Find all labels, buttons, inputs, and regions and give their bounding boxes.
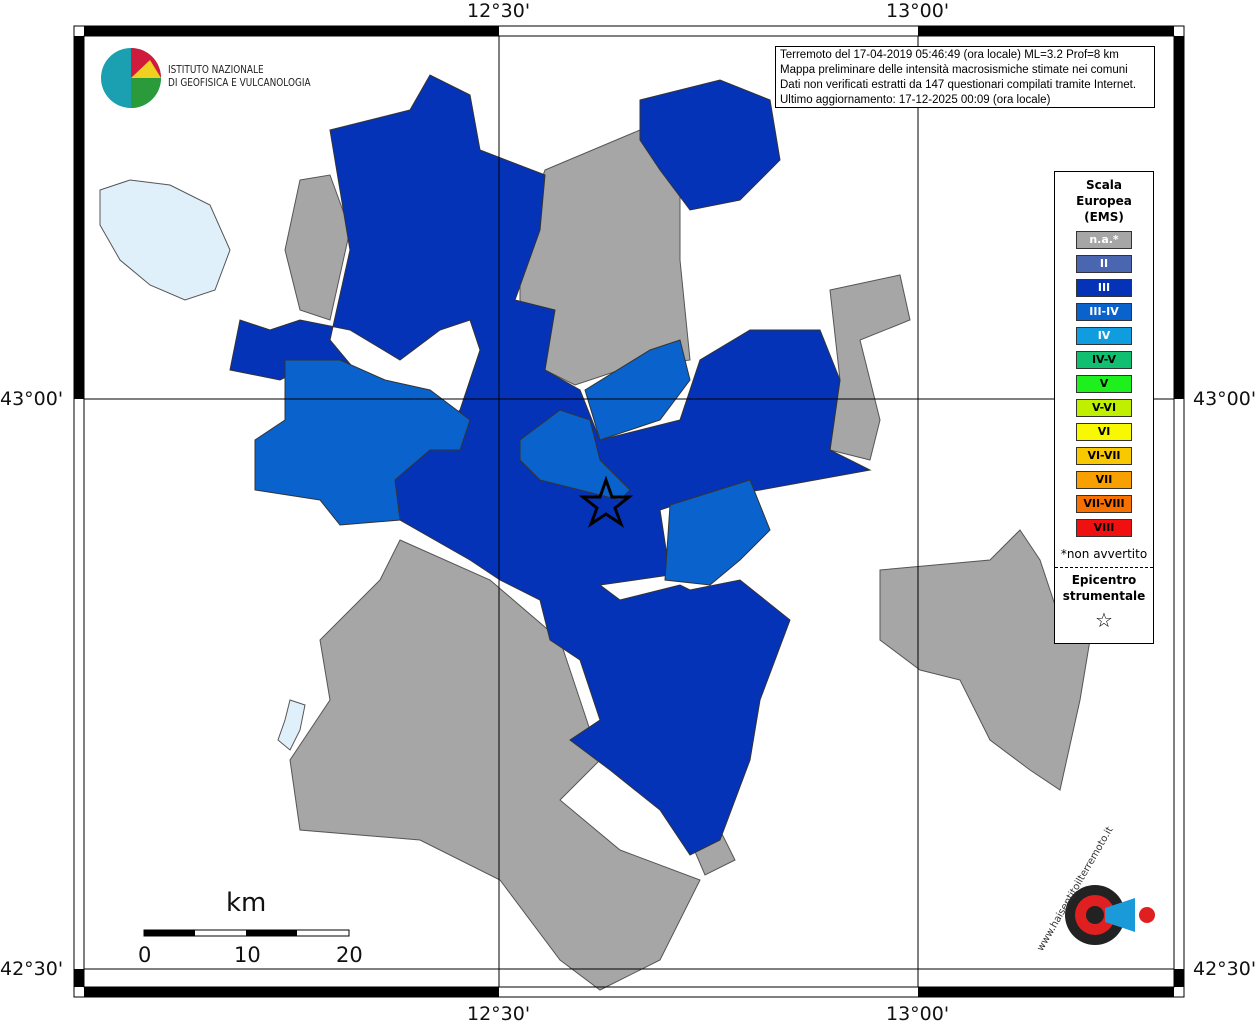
axis-label-bottom: 13°00'	[886, 1003, 950, 1024]
legend-swatch-n-a-: n.a.*	[1076, 231, 1132, 249]
axis-label-right: 43°00'	[1193, 388, 1257, 410]
intensity-III-IV-municipalities	[254, 339, 771, 586]
legend-title-line: Scala	[1085, 178, 1123, 192]
legend-swatch-iv-v: IV-V	[1076, 351, 1132, 369]
info-line: Mappa preliminare delle intensità macros…	[780, 64, 1128, 76]
haisentito-logo-icon	[1065, 885, 1155, 945]
info-box: Terremoto del 17-04-2019 05:46:49 (ora l…	[775, 46, 1155, 108]
scale-tick: 0	[138, 943, 152, 967]
scale-unit: km	[226, 888, 267, 918]
institute-name: ISTITUTO NAZIONALE DI GEOFISICA E VULCANO…	[168, 64, 311, 90]
epicenter-star-icon	[578, 475, 634, 528]
legend-swatch-iii-iv: III-IV	[1076, 303, 1132, 321]
legend-star-icon: ☆	[1095, 608, 1113, 632]
info-line: Dati non verificati estratti da 147 ques…	[780, 79, 1137, 91]
legend-swatch-iv: IV	[1076, 327, 1132, 345]
legend-swatch-iii: III	[1076, 279, 1132, 297]
axis-label-top: 13°00'	[886, 0, 950, 22]
epicenter-label-line: strumentale	[1062, 589, 1146, 603]
graticule	[84, 36, 1174, 987]
axis-label-bottom: 12°30'	[467, 1003, 531, 1024]
institute-line2: DI GEOFISICA E VULCANOLOGIA	[168, 77, 311, 89]
legend-swatch-vii-viii: VII-VIII	[1076, 495, 1132, 513]
info-line: Terremoto del 17-04-2019 05:46:49 (ora l…	[780, 49, 1119, 61]
axis-label-left: 43°00'	[0, 388, 64, 410]
legend-swatch-vi: VI	[1076, 423, 1132, 441]
legend-swatch-v: V	[1076, 375, 1132, 393]
axis-label-left: 42°30'	[0, 958, 64, 980]
legend: Scala Europea (EMS) n.a.* II III III-IV IV IV-V…	[1054, 171, 1154, 644]
legend-swatch-vi-vii: VI-VII	[1076, 447, 1132, 465]
legend-title: Scala Europea (EMS)	[1055, 177, 1153, 225]
ingv-logo-icon	[101, 48, 161, 108]
info-line: Ultimo aggiornamento: 17-12-2025 00:09 (…	[780, 94, 1051, 106]
legend-note: *non avvertito	[1060, 547, 1148, 561]
epicenter-label-line: Epicentro	[1071, 573, 1137, 587]
legend-title-line: Europea	[1076, 194, 1132, 208]
scale-tick: 10	[234, 943, 261, 967]
map-frame	[73, 25, 1185, 998]
lake-trasimeno	[99, 179, 231, 301]
axis-label-right: 42°30'	[1193, 958, 1257, 980]
legend-swatch-viii: VIII	[1076, 519, 1132, 537]
legend-swatch-v-vi: V-VI	[1076, 399, 1132, 417]
axis-label-top: 12°30'	[467, 0, 531, 22]
institute-line1: ISTITUTO NAZIONALE	[168, 64, 264, 76]
scale-tick: 20	[336, 943, 363, 967]
scale-bar	[143, 929, 350, 937]
epicenter-label: Epicentro strumentale	[1055, 572, 1153, 604]
legend-swatch-ii: II	[1076, 255, 1132, 273]
legend-swatches: n.a.* II III III-IV IV IV-V V V-VI VI VI-VII VII VI…	[1055, 231, 1153, 537]
legend-title-line: (EMS)	[1084, 210, 1124, 224]
legend-swatch-vii: VII	[1076, 471, 1132, 489]
legend-divider	[1055, 567, 1153, 568]
lake-small	[277, 699, 306, 751]
